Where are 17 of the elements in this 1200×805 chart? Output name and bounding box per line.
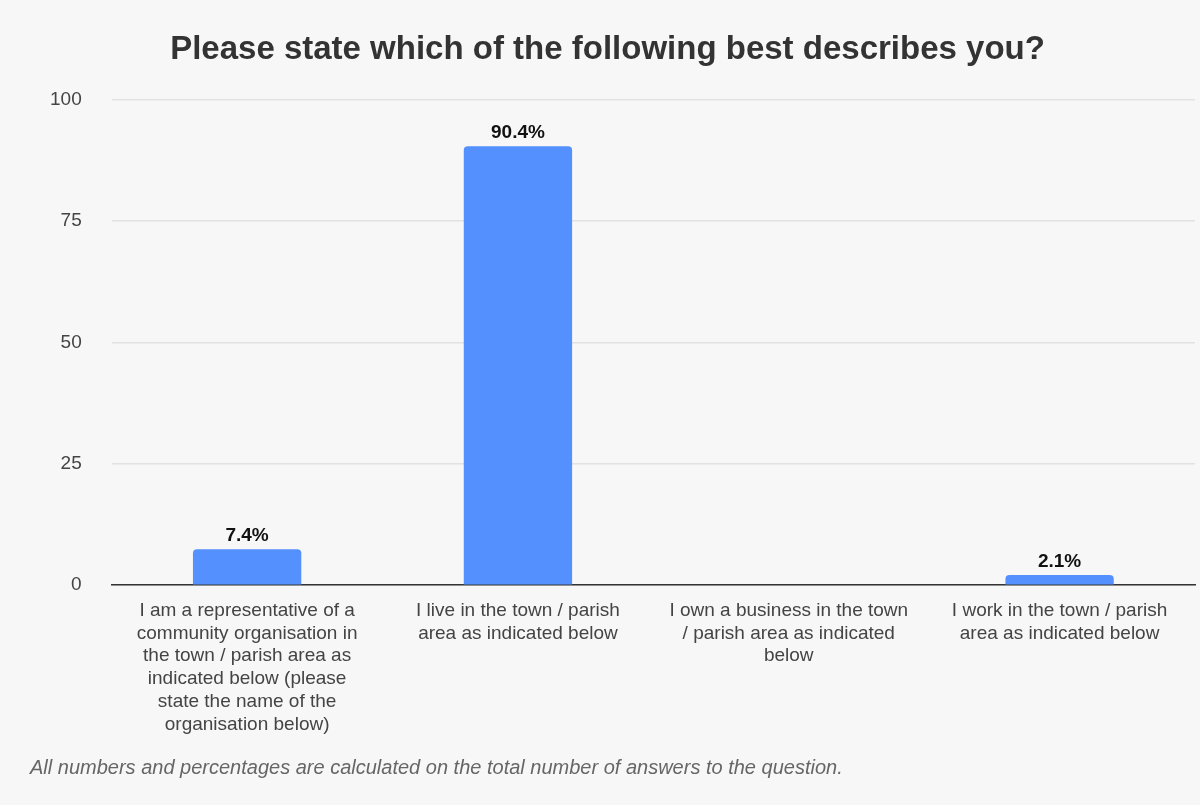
- x-tick-label: I work in the town / parish area as indicated below: [951, 598, 1168, 643]
- data-label: 2.1%: [1037, 549, 1082, 571]
- x-tick-label: I live in the town / parish area as indicated below: [416, 598, 620, 643]
- y-tick-label: 0: [71, 573, 82, 595]
- y-tick-label: 50: [60, 330, 82, 352]
- chart-title: Please state which of the following best describes you?: [170, 28, 1045, 66]
- bar: [192, 549, 302, 585]
- x-tick-label: I own a business in the town / parish area as indicated below: [669, 598, 909, 666]
- y-tick-label: 100: [50, 87, 82, 109]
- y-tick-label: 25: [60, 452, 82, 474]
- text: All numbers and percentages are calculated on the total number of answers to the question.: [30, 756, 843, 779]
- y-tick-label: 75: [60, 209, 82, 231]
- x-tick-label: I am a representative of a community organisation in the town / parish area as indicated below (please state the name of the organisation below): [136, 598, 358, 734]
- bar: [1005, 575, 1114, 585]
- bar: [463, 146, 573, 585]
- data-label: 7.4%: [225, 524, 269, 545]
- data-label: 90.4%: [491, 120, 545, 142]
